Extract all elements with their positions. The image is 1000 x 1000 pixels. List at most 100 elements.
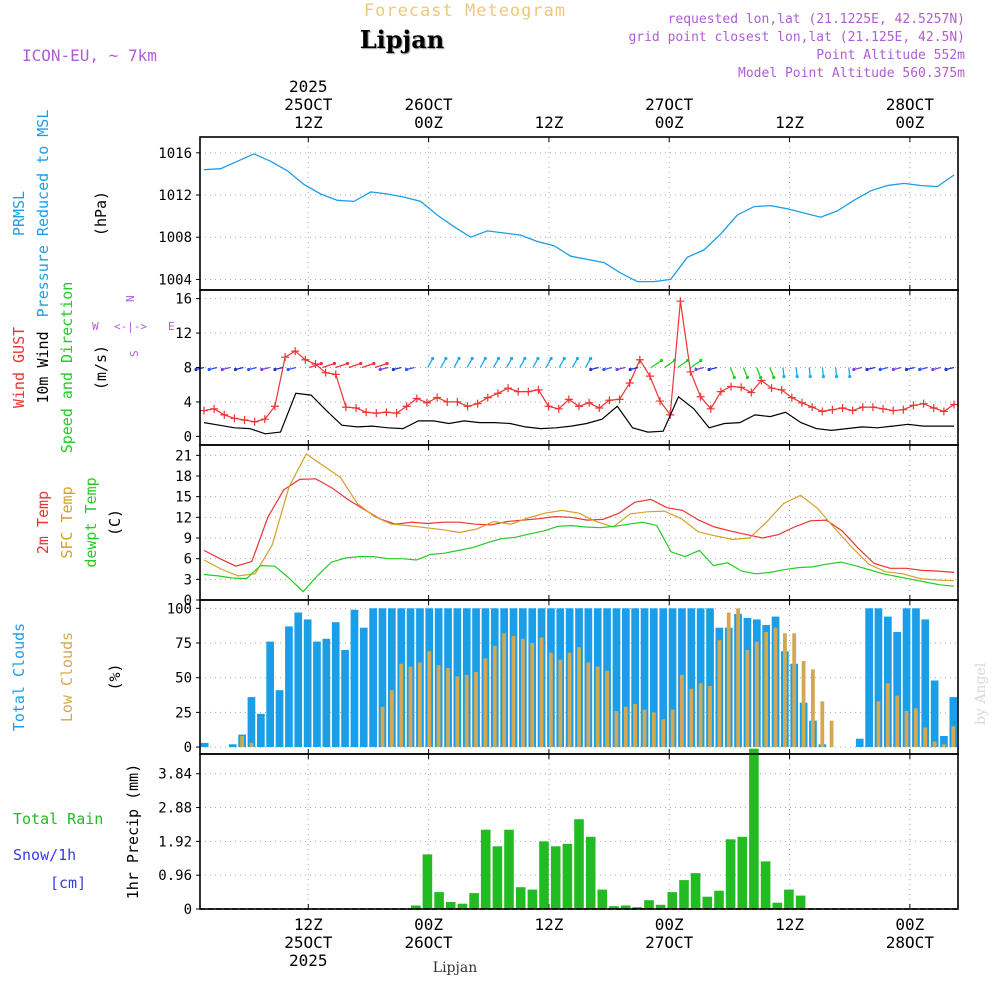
wind-arrow-head: [273, 367, 277, 372]
wind-arrow: [361, 362, 375, 369]
bar-low-clouds: [661, 719, 666, 747]
gust-marker: [341, 403, 350, 412]
wind-arrow-head: [404, 367, 409, 372]
wind-arrow: [571, 358, 578, 368]
gust-marker: [301, 355, 310, 364]
y-tick-label: 1004: [158, 272, 192, 288]
wind-arrow-head: [878, 367, 882, 372]
bar-1hr-precip: [760, 861, 771, 909]
bottom-time-label: 2025: [289, 951, 328, 970]
series-10m-wind: [203, 392, 954, 435]
bar-low-clouds: [511, 636, 516, 748]
series-dewpt-temp: [203, 521, 955, 593]
gust-marker: [514, 387, 523, 396]
gust-marker: [260, 415, 269, 424]
gust-marker: [727, 382, 736, 391]
bar-low-clouds: [605, 670, 609, 748]
bar-low-clouds: [914, 708, 918, 747]
bar-low-clouds: [726, 612, 731, 748]
bar-1hr-precip: [574, 819, 584, 909]
bottom-time-label: 25OCT: [284, 933, 333, 952]
y-tick-label: 0: [184, 902, 192, 918]
panel-temperature: 0 3 6 9 12 15 18 21 2m Temp SFC Temp dewpt Temp (C): [34, 444, 959, 609]
wind-arrow-head: [247, 367, 251, 372]
bar-1hr-precip: [772, 902, 783, 909]
bar-low-clouds: [745, 649, 750, 747]
bar-low-clouds: [549, 652, 553, 747]
gust-marker: [818, 407, 827, 416]
bar-total-clouds: [874, 608, 883, 747]
y-tick-label: 0: [184, 593, 192, 609]
bar-low-clouds: [492, 645, 497, 748]
y-tick-label: 12: [175, 326, 192, 342]
bar-low-clouds: [464, 674, 469, 747]
bar-low-clouds: [801, 661, 806, 747]
bar-low-clouds: [595, 666, 600, 748]
bar-total-clouds: [266, 641, 274, 747]
top-time-label: 12Z: [534, 113, 563, 132]
gust-marker: [331, 370, 340, 379]
bar-1hr-precip: [679, 880, 689, 909]
y-tick-label: 1012: [158, 188, 192, 204]
y-tick-label: 100: [167, 601, 192, 617]
gust-marker: [595, 403, 604, 412]
bottom-time-label: 28OCT: [886, 933, 935, 952]
precip-side-labels: Total Rain Snow/1h [cm]: [13, 810, 103, 892]
bar-low-clouds: [240, 736, 244, 748]
bar-total-clouds: [687, 608, 696, 747]
bar-total-clouds: [930, 680, 939, 748]
bar-low-clouds: [932, 741, 937, 747]
bar-1hr-precip: [562, 843, 573, 909]
bar-total-clouds: [331, 622, 340, 748]
top-time-label: 12Z: [775, 113, 804, 132]
bar-low-clouds: [446, 668, 450, 748]
bar-low-clouds: [951, 726, 956, 748]
wind-arrow-head: [359, 361, 363, 366]
wind-arrow-head: [319, 361, 323, 366]
gust-marker: [706, 404, 715, 413]
bar-total-clouds: [200, 742, 209, 748]
bar-total-clouds: [378, 608, 387, 747]
y-tick-label: 9: [184, 531, 192, 547]
gust-marker: [281, 353, 290, 362]
bar-low-clouds: [399, 663, 404, 747]
y-tick-label: 6: [184, 552, 192, 568]
wind-arrow: [440, 358, 447, 368]
wind-arrow-head: [496, 356, 501, 361]
wind-arrow-head: [821, 374, 826, 379]
gust-marker: [797, 398, 806, 407]
y-tick-label: 75: [175, 636, 192, 652]
wind-arrow-head: [672, 358, 677, 363]
gust-marker: [220, 410, 229, 419]
wind-arrow-head: [628, 367, 632, 372]
wind-arrow-head: [686, 358, 690, 363]
wind-arrow-head: [732, 375, 736, 380]
gust-marker: [889, 406, 898, 415]
bar-1hr-precip: [749, 748, 759, 909]
wind-arrow-head: [385, 361, 389, 366]
requested-coordinates: requested lon,lat (21.1225E, 42.5257N): [668, 12, 965, 27]
gust-marker: [291, 347, 300, 356]
panel-frame: [199, 136, 959, 291]
bar-1hr-precip: [609, 906, 619, 909]
bar-total-clouds: [313, 641, 321, 747]
model-altitude: Model Point Altitude 560.375m: [738, 66, 965, 81]
gust-marker: [453, 397, 462, 406]
wind-arrow-head: [745, 375, 750, 380]
wind-arrow-head: [549, 356, 553, 361]
wind-arrow: [664, 359, 675, 369]
wind-arrow-head: [904, 367, 909, 372]
y-tick-label: 50: [175, 671, 192, 687]
gust-marker: [615, 395, 624, 404]
bar-low-clouds: [942, 744, 946, 748]
bar-low-clouds: [923, 727, 928, 747]
panel-frame: [199, 753, 959, 910]
bar-total-clouds: [668, 608, 677, 747]
bar-1hr-precip: [667, 892, 678, 909]
gust-marker: [939, 407, 948, 416]
y-tick-label: 0: [184, 429, 192, 445]
series-prmsl: [203, 153, 955, 283]
y-tick-label: 3: [184, 572, 192, 588]
bottom-time-label: 27OCT: [645, 933, 694, 952]
gust-marker: [787, 393, 796, 402]
